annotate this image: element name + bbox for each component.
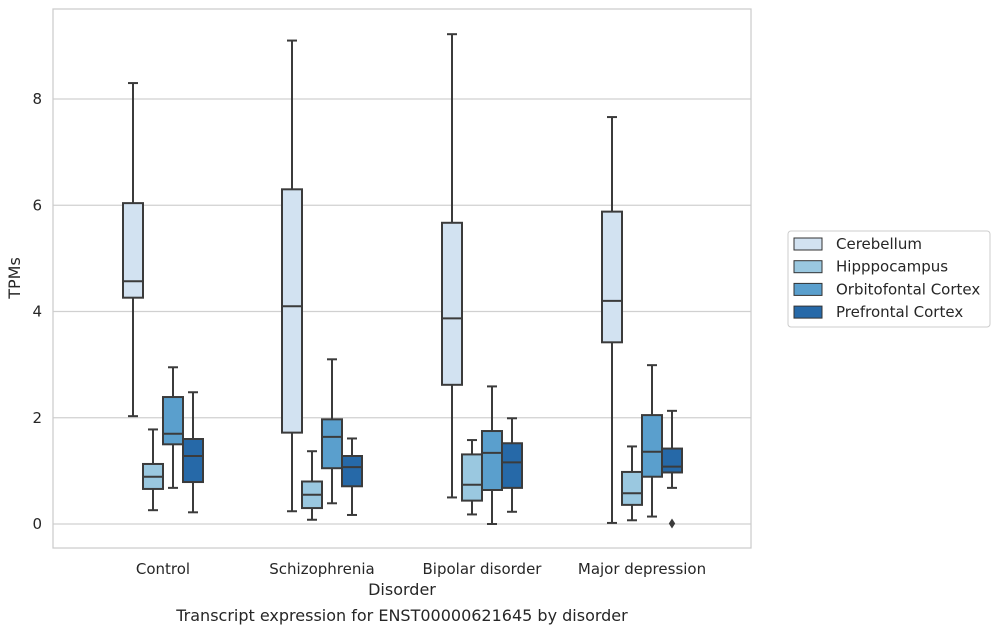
x-tick-label: Schizophrenia	[269, 560, 374, 578]
legend-label: Cerebellum	[836, 235, 922, 253]
box	[301, 450, 323, 521]
box	[142, 428, 164, 512]
y-tick-label: 8	[32, 90, 42, 108]
box-series	[122, 33, 683, 529]
box	[461, 439, 483, 516]
legend-swatch	[793, 282, 823, 296]
box	[182, 391, 204, 514]
y-axis-ticks: 0 2 4 6 8	[32, 90, 42, 533]
legend-item: Prefrontal Cortex	[793, 303, 963, 321]
box	[321, 358, 343, 505]
x-axis-ticks: Control Schizophrenia Bipolar disorder Majo…	[136, 560, 706, 578]
legend-swatch	[793, 305, 823, 319]
y-tick-label: 0	[32, 515, 42, 533]
box	[641, 364, 663, 518]
plot-frame	[52, 8, 752, 549]
box-iqr	[281, 188, 303, 434]
box	[341, 437, 363, 516]
box	[621, 445, 643, 522]
legend-item: Hipppocampus	[793, 258, 948, 276]
box-iqr	[641, 414, 663, 478]
box-iqr	[182, 438, 204, 484]
legend-item: Cerebellum	[793, 235, 922, 253]
legend-frame	[787, 230, 991, 328]
x-axis-label: Disorder	[368, 580, 436, 599]
box	[661, 409, 683, 529]
box	[601, 116, 623, 524]
box-iqr	[461, 453, 483, 502]
box	[281, 39, 303, 513]
box-iqr	[501, 442, 523, 489]
legend-label: Orbitofontal Cortex	[836, 280, 980, 298]
box-iqr	[601, 210, 623, 344]
box	[122, 82, 144, 418]
y-tick-label: 6	[32, 196, 42, 214]
box	[481, 385, 503, 525]
legend-swatch	[793, 237, 823, 251]
y-axis-label: TPMs	[5, 257, 24, 300]
box-iqr	[122, 202, 144, 299]
box	[501, 417, 523, 513]
box-iqr	[162, 396, 184, 446]
legend-label: Hipppocampus	[836, 258, 948, 276]
legend-swatch	[793, 260, 823, 274]
legend: Cerebellum Hipppocampus Orbitofontal Corte…	[787, 230, 991, 328]
chart-caption: Transcript expression for ENST0000062164…	[175, 606, 628, 625]
y-tick-label: 4	[32, 303, 42, 321]
box-iqr	[481, 430, 503, 491]
box-iqr	[341, 455, 363, 488]
y-tick-label: 2	[32, 409, 42, 427]
legend-label: Prefrontal Cortex	[836, 303, 963, 321]
x-tick-label: Control	[136, 560, 190, 578]
box-iqr	[321, 418, 343, 470]
box-iqr	[441, 221, 463, 386]
legend-item: Orbitofontal Cortex	[793, 280, 980, 298]
outlier-point	[668, 518, 676, 529]
box	[441, 33, 463, 499]
box	[162, 366, 184, 489]
x-tick-label: Bipolar disorder	[423, 560, 543, 578]
box-iqr	[661, 447, 683, 474]
x-tick-label: Major depression	[578, 560, 706, 578]
box-iqr	[621, 470, 643, 506]
